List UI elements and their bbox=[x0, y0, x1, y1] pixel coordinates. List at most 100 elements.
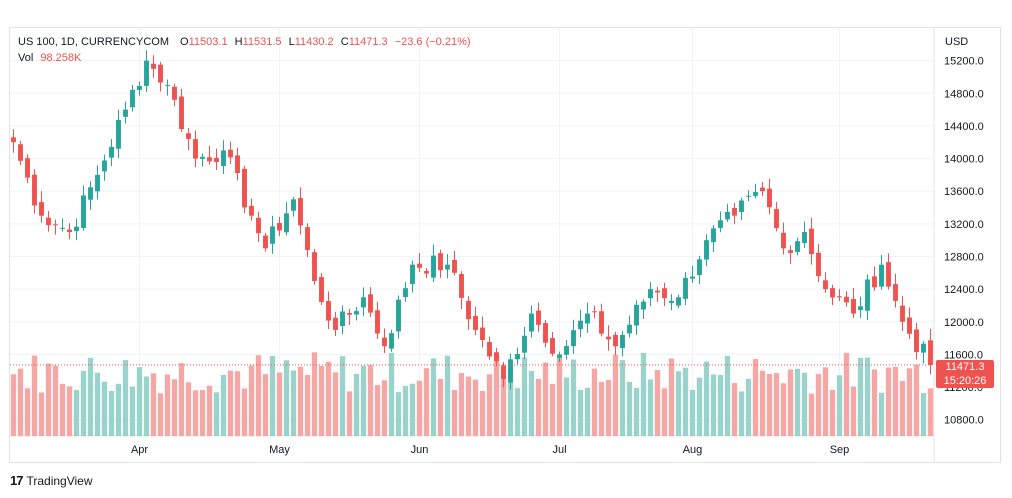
volume-bar bbox=[836, 375, 843, 436]
candle-body bbox=[417, 263, 422, 268]
candle-body bbox=[81, 195, 86, 228]
volume-bar bbox=[745, 378, 752, 436]
candle-body bbox=[648, 289, 653, 299]
candle-body bbox=[249, 205, 254, 216]
candle-body bbox=[683, 277, 688, 299]
candle-body bbox=[641, 301, 646, 310]
candle-body bbox=[32, 174, 37, 206]
volume-bar bbox=[668, 358, 675, 436]
volume-bar bbox=[430, 358, 437, 436]
candle-body bbox=[431, 255, 436, 278]
ohlc-legend: US 100, 1D, CURRENCYCOM O11503.1 H11531.… bbox=[18, 36, 471, 48]
volume-bar bbox=[640, 352, 647, 436]
volume-bar bbox=[241, 388, 248, 436]
candle-body bbox=[459, 274, 464, 298]
volume-bar bbox=[171, 379, 178, 436]
candle-body bbox=[333, 317, 338, 330]
volume-bar bbox=[262, 374, 269, 436]
volume-bar bbox=[24, 388, 31, 436]
candle-body bbox=[473, 315, 478, 330]
volume-bar bbox=[801, 372, 808, 436]
volume-bar bbox=[409, 383, 416, 436]
candle-body bbox=[508, 359, 513, 383]
y-tick-label: 12000.0 bbox=[944, 317, 984, 329]
volume-bar bbox=[66, 386, 73, 436]
candle-body bbox=[410, 264, 415, 284]
candle-body bbox=[585, 313, 590, 324]
volume-bar bbox=[325, 361, 332, 436]
candle-body bbox=[88, 187, 93, 200]
candle-body bbox=[18, 144, 23, 161]
candle-body bbox=[424, 270, 429, 274]
candle-body bbox=[452, 259, 457, 273]
volume-bar bbox=[269, 356, 276, 436]
candle-body bbox=[746, 195, 751, 197]
candle-body bbox=[844, 296, 849, 303]
volume-bar bbox=[234, 371, 241, 436]
volume-bar bbox=[864, 357, 871, 436]
candle-body bbox=[172, 86, 177, 100]
volume-bar bbox=[570, 359, 577, 436]
candle-body bbox=[123, 109, 128, 117]
candle-body bbox=[109, 146, 114, 158]
volume-bar bbox=[360, 365, 367, 436]
volume-bar bbox=[346, 391, 353, 436]
branding[interactable]: 17 TradingView bbox=[10, 473, 93, 488]
volume-bar bbox=[283, 360, 290, 436]
candle-body bbox=[242, 168, 247, 208]
volume-bar bbox=[633, 388, 640, 436]
volume-bar bbox=[752, 359, 759, 436]
candle-body bbox=[627, 324, 632, 334]
candle-body bbox=[25, 158, 30, 178]
candle-body bbox=[711, 228, 716, 243]
candle-body bbox=[67, 229, 72, 232]
candle-body bbox=[529, 313, 534, 332]
candle-body bbox=[221, 150, 226, 167]
volume-bar bbox=[94, 372, 101, 436]
volume-bar bbox=[472, 379, 479, 436]
volume-bar bbox=[395, 392, 402, 436]
tradingview-logo-icon: 17 bbox=[10, 473, 24, 488]
volume-bar bbox=[416, 380, 423, 436]
candle-body bbox=[879, 264, 884, 287]
candle-body bbox=[186, 133, 191, 139]
volume-bar bbox=[766, 373, 773, 436]
volume-bar bbox=[192, 390, 199, 436]
candle-body bbox=[557, 354, 562, 358]
volume-bar bbox=[332, 372, 339, 436]
x-tick-label: Sep bbox=[830, 444, 850, 456]
volume-bar bbox=[591, 368, 598, 436]
candle-body bbox=[550, 338, 555, 354]
candle-body bbox=[578, 320, 583, 330]
volume-bar bbox=[122, 360, 129, 436]
candle-body bbox=[662, 288, 667, 299]
volume-bar bbox=[584, 387, 591, 436]
volume-bar bbox=[227, 370, 234, 436]
candle-body bbox=[270, 226, 275, 244]
volume-bar bbox=[878, 392, 885, 436]
volume-bar bbox=[304, 374, 311, 436]
candle-body bbox=[767, 188, 772, 208]
candle-body bbox=[914, 329, 919, 353]
candle-body bbox=[893, 284, 898, 301]
y-tick-label: 11600.0 bbox=[944, 349, 983, 361]
volume-bar bbox=[829, 389, 836, 436]
volume-bar bbox=[528, 370, 535, 436]
candle-body bbox=[606, 336, 611, 340]
candle-body bbox=[95, 174, 100, 192]
candle-body bbox=[60, 227, 65, 229]
candle-body bbox=[494, 352, 499, 362]
volume-bar bbox=[38, 392, 45, 436]
candle-body bbox=[438, 253, 443, 271]
volume-bar bbox=[80, 370, 87, 436]
candle-body bbox=[599, 311, 604, 334]
legend-open-key: O bbox=[180, 36, 189, 48]
candle-body bbox=[466, 300, 471, 320]
volume-bar bbox=[297, 366, 304, 436]
x-tick-label: May bbox=[269, 444, 290, 456]
volume-bar bbox=[10, 374, 17, 436]
candle-body bbox=[865, 279, 870, 311]
volume-bar bbox=[892, 366, 899, 436]
legend-close-key: C bbox=[340, 36, 349, 48]
